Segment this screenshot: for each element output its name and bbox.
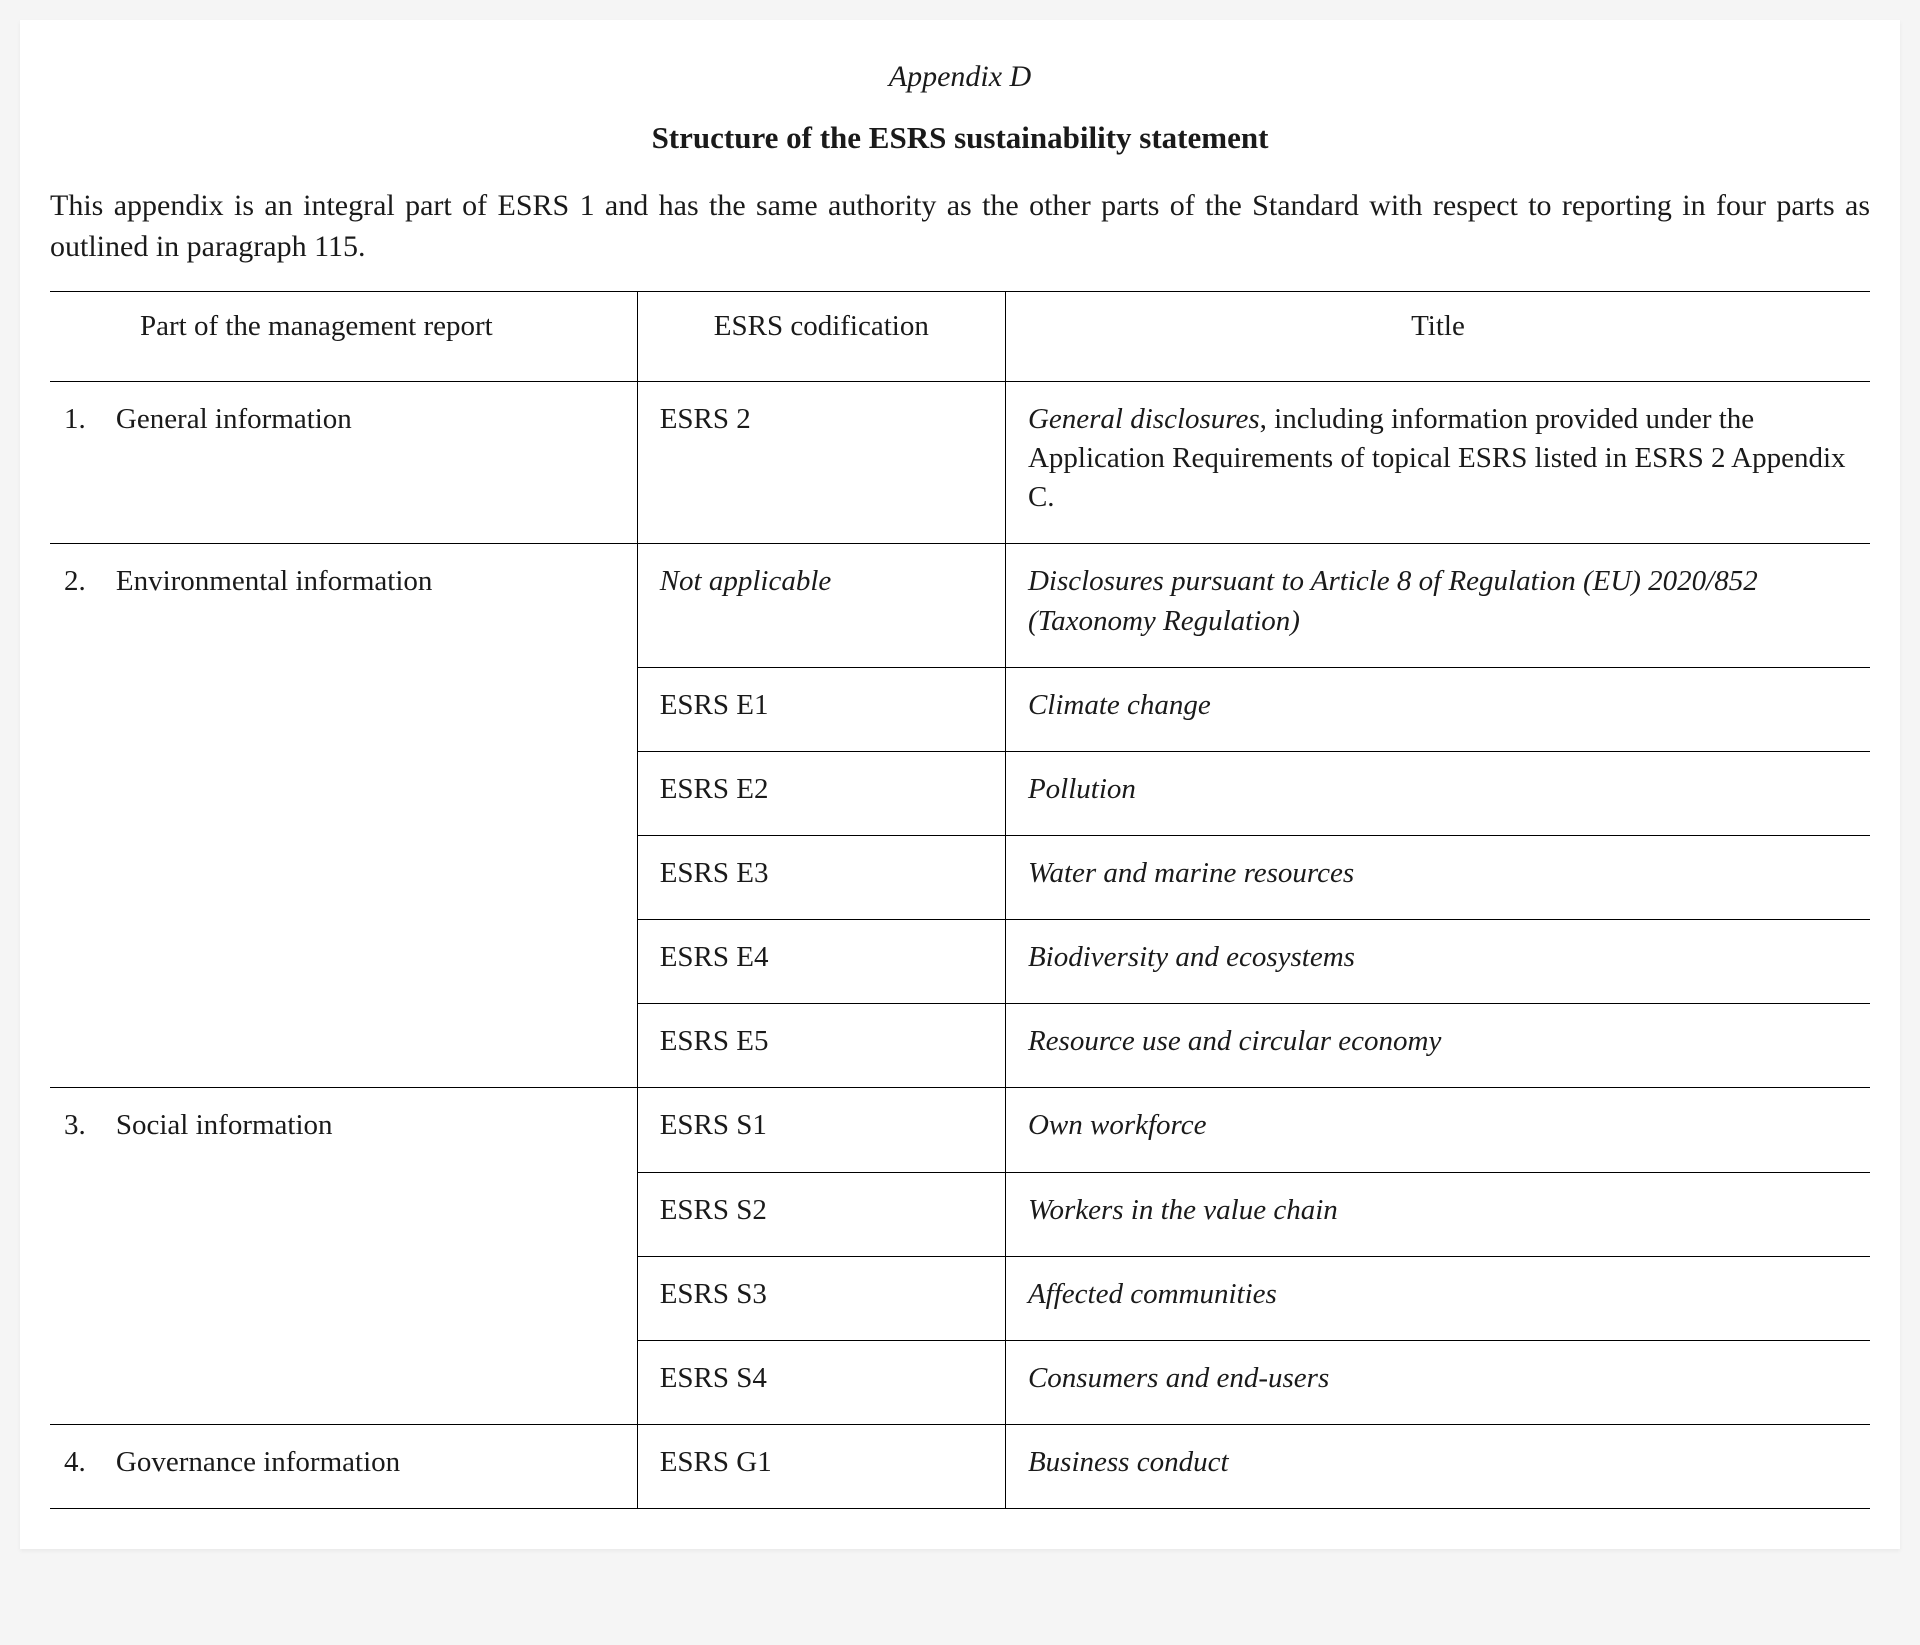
row-title: Consumers and end-users — [1005, 1340, 1870, 1424]
row-part — [100, 667, 637, 751]
row-code: ESRS E4 — [637, 920, 1005, 1004]
row-part: Environmental information — [100, 544, 637, 667]
col-header-title: Title — [1005, 292, 1870, 382]
row-code: ESRS E3 — [637, 835, 1005, 919]
row-code: ESRS E2 — [637, 751, 1005, 835]
row-number — [50, 1172, 100, 1256]
page-title: Structure of the ESRS sustainability sta… — [50, 120, 1870, 156]
table-row: 3.Social informationESRS S1Own workforce — [50, 1088, 1870, 1172]
row-title: Biodiversity and ecosystems — [1005, 920, 1870, 1004]
row-number — [50, 1004, 100, 1088]
table-header-row: Part of the management report ESRS codif… — [50, 292, 1870, 382]
table-row: 4.Governance informationESRS G1Business … — [50, 1424, 1870, 1508]
row-number — [50, 667, 100, 751]
row-number — [50, 920, 100, 1004]
row-number: 3. — [50, 1088, 100, 1172]
row-number: 4. — [50, 1424, 100, 1508]
row-title: Business conduct — [1005, 1424, 1870, 1508]
row-title: Disclosures pursuant to Article 8 of Reg… — [1005, 544, 1870, 667]
row-title: Workers in the value chain — [1005, 1172, 1870, 1256]
table-row: ESRS E1Climate change — [50, 667, 1870, 751]
row-title: Pollution — [1005, 751, 1870, 835]
row-code: ESRS S4 — [637, 1340, 1005, 1424]
table-row: 1.General informationESRS 2General discl… — [50, 382, 1870, 544]
row-code: ESRS G1 — [637, 1424, 1005, 1508]
row-title: Climate change — [1005, 667, 1870, 751]
document-page: Appendix D Structure of the ESRS sustain… — [20, 20, 1900, 1549]
row-number — [50, 751, 100, 835]
table-row: ESRS S3Affected communities — [50, 1256, 1870, 1340]
row-part — [100, 1340, 637, 1424]
appendix-label: Appendix D — [50, 60, 1870, 94]
row-code: ESRS S1 — [637, 1088, 1005, 1172]
table-row: ESRS E2Pollution — [50, 751, 1870, 835]
row-title-lead: General disclosures — [1028, 403, 1260, 435]
row-number — [50, 1340, 100, 1424]
row-number: 1. — [50, 382, 100, 544]
table-row: ESRS S4Consumers and end-users — [50, 1340, 1870, 1424]
intro-paragraph: This appendix is an integral part of ESR… — [50, 186, 1870, 267]
row-code: ESRS S3 — [637, 1256, 1005, 1340]
row-number: 2. — [50, 544, 100, 667]
row-part — [100, 1004, 637, 1088]
esrs-structure-table: Part of the management report ESRS codif… — [50, 291, 1870, 1509]
row-title: Resource use and circular economy — [1005, 1004, 1870, 1088]
row-number — [50, 1256, 100, 1340]
row-part: General information — [100, 382, 637, 544]
row-title: Own workforce — [1005, 1088, 1870, 1172]
table-row: 2.Environmental informationNot applicabl… — [50, 544, 1870, 667]
row-part: Social information — [100, 1088, 637, 1172]
row-part — [100, 835, 637, 919]
col-header-code: ESRS codification — [637, 292, 1005, 382]
row-code: ESRS E5 — [637, 1004, 1005, 1088]
row-title: Affected communities — [1005, 1256, 1870, 1340]
table-row: ESRS E4Biodiversity and ecosystems — [50, 920, 1870, 1004]
row-title: Water and marine resources — [1005, 835, 1870, 919]
row-code: ESRS S2 — [637, 1172, 1005, 1256]
row-title: General disclosures, including informati… — [1005, 382, 1870, 544]
row-part — [100, 751, 637, 835]
table-row: ESRS E5Resource use and circular economy — [50, 1004, 1870, 1088]
table-row: ESRS S2Workers in the value chain — [50, 1172, 1870, 1256]
row-code: ESRS 2 — [637, 382, 1005, 544]
row-part — [100, 1256, 637, 1340]
row-code: ESRS E1 — [637, 667, 1005, 751]
row-part — [100, 920, 637, 1004]
table-body: 1.General informationESRS 2General discl… — [50, 382, 1870, 1509]
row-part: Governance information — [100, 1424, 637, 1508]
row-code: Not applicable — [637, 544, 1005, 667]
col-header-part: Part of the management report — [50, 292, 637, 382]
row-number — [50, 835, 100, 919]
table-row: ESRS E3Water and marine resources — [50, 835, 1870, 919]
row-part — [100, 1172, 637, 1256]
